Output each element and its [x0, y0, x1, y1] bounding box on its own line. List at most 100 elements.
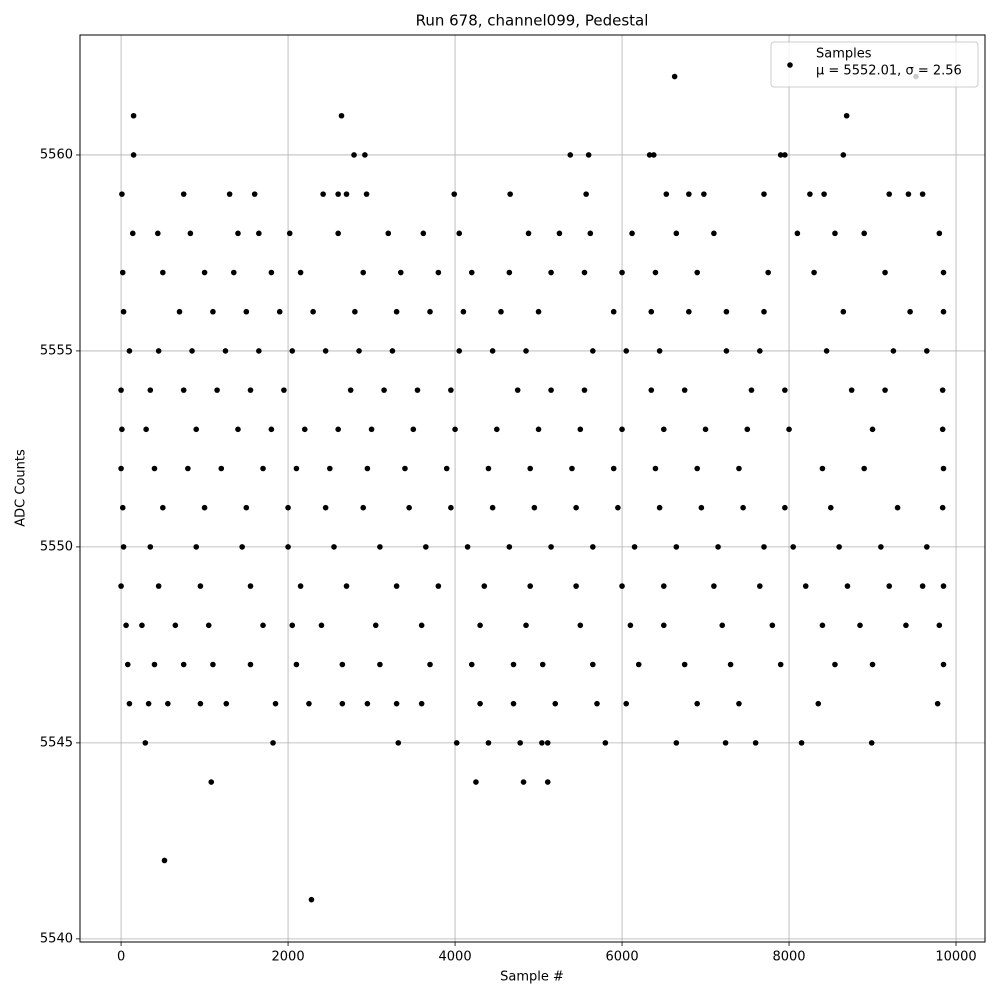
data-point	[506, 269, 513, 276]
data-point	[886, 191, 893, 197]
data-point	[701, 191, 707, 197]
data-point	[155, 348, 162, 354]
x-tick-label: 10000	[935, 950, 976, 965]
data-point	[435, 269, 442, 276]
data-point	[894, 504, 901, 511]
data-point	[656, 504, 663, 511]
data-point	[468, 269, 475, 276]
data-point	[765, 269, 771, 276]
data-point	[339, 661, 346, 668]
data-point	[798, 740, 805, 746]
plot-frame	[79, 34, 986, 943]
data-point	[356, 348, 362, 354]
data-point	[660, 622, 667, 629]
data-point	[523, 348, 529, 354]
data-point	[581, 387, 588, 393]
data-point	[939, 426, 946, 433]
data-point	[393, 583, 400, 589]
data-point	[243, 308, 250, 315]
data-point	[681, 661, 688, 668]
data-point	[610, 465, 617, 472]
data-point	[423, 544, 429, 550]
data-point	[940, 269, 947, 276]
x-tick-label: 8000	[772, 950, 805, 965]
data-point	[660, 426, 667, 433]
data-point	[590, 348, 596, 354]
data-point	[882, 269, 888, 276]
x-tick-label: 0	[117, 950, 125, 965]
data-point	[544, 740, 551, 746]
data-point	[151, 661, 158, 668]
data-point	[310, 308, 316, 315]
data-point	[650, 152, 657, 158]
data-point	[456, 230, 463, 237]
data-point	[527, 583, 534, 589]
data-point	[118, 583, 124, 589]
data-point	[510, 700, 517, 707]
data-point	[924, 348, 930, 354]
data-point	[757, 583, 763, 589]
data-point	[477, 700, 483, 707]
data-point	[226, 191, 233, 197]
data-point	[260, 465, 266, 472]
data-point	[189, 348, 195, 354]
data-point	[823, 348, 830, 354]
data-point	[548, 544, 554, 550]
data-point	[318, 622, 325, 629]
data-point	[256, 230, 262, 237]
data-point	[878, 544, 884, 550]
data-point	[293, 465, 300, 472]
data-point	[120, 544, 127, 550]
data-point	[744, 426, 751, 433]
data-point	[629, 230, 635, 237]
data-point	[535, 426, 542, 433]
data-point	[861, 465, 867, 472]
data-point	[176, 308, 183, 315]
data-point	[286, 230, 293, 237]
data-point	[468, 661, 475, 668]
data-point	[577, 622, 584, 629]
data-point	[414, 387, 421, 393]
data-point	[239, 544, 245, 550]
data-point	[145, 700, 152, 707]
data-point	[715, 544, 721, 550]
data-point	[736, 700, 742, 707]
data-point	[723, 348, 730, 354]
data-point	[243, 504, 250, 511]
data-point	[180, 191, 187, 197]
data-point	[843, 112, 850, 119]
data-point	[782, 387, 788, 393]
data-point	[327, 465, 333, 472]
data-point	[727, 661, 734, 668]
data-point	[418, 700, 425, 707]
data-point	[335, 230, 341, 237]
data-point	[119, 504, 126, 511]
data-point	[160, 504, 166, 511]
data-point	[648, 308, 655, 315]
data-point	[924, 544, 930, 550]
data-point	[635, 661, 642, 668]
data-point	[623, 348, 630, 354]
data-point	[285, 544, 291, 550]
y-tick-label: 5545	[40, 735, 73, 750]
data-point	[531, 504, 538, 511]
data-point	[448, 387, 454, 393]
data-point	[673, 544, 680, 550]
data-point	[435, 583, 442, 589]
data-point	[663, 191, 670, 197]
data-point	[180, 387, 187, 393]
data-point	[782, 152, 788, 158]
data-point	[285, 504, 291, 511]
data-point	[673, 230, 680, 237]
data-point	[464, 544, 471, 550]
data-point	[840, 152, 847, 158]
data-point	[119, 191, 125, 197]
data-point	[130, 152, 137, 158]
legend-stats: μ = 5552.01, σ = 2.56	[816, 64, 962, 79]
data-point	[723, 308, 730, 315]
data-point	[451, 191, 458, 197]
data-point	[151, 465, 158, 472]
data-point	[857, 622, 863, 629]
data-point	[525, 230, 532, 237]
data-point	[940, 583, 947, 589]
